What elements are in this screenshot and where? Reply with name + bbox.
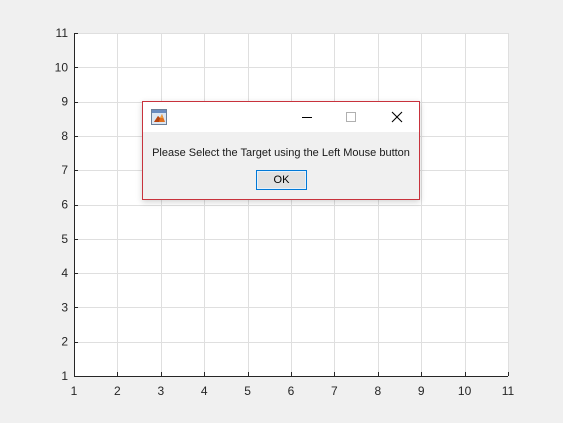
x-tick-label: 10: [458, 384, 472, 398]
x-tick-label: 6: [288, 384, 295, 398]
y-tick-label: 1: [61, 369, 68, 383]
x-axis-ticks: 1 2 3 4 5 6 7 8 9 10 11: [71, 372, 515, 398]
x-tick-label: 11: [502, 384, 515, 398]
close-icon: [391, 111, 403, 123]
maximize-icon: [346, 112, 356, 122]
ok-button[interactable]: OK: [256, 170, 307, 190]
x-tick-label: 4: [201, 384, 208, 398]
x-tick-label: 9: [418, 384, 425, 398]
matlab-app-icon: [151, 109, 167, 125]
x-tick-label: 5: [244, 384, 251, 398]
y-tick-label: 7: [61, 163, 68, 177]
dialog-title-bar[interactable]: [143, 102, 419, 132]
y-tick-label: 4: [61, 266, 68, 280]
y-tick-label: 11: [56, 26, 69, 40]
y-tick-label: 2: [61, 335, 68, 349]
minimize-icon: [302, 117, 312, 118]
x-tick-label: 3: [157, 384, 164, 398]
dialog-message: Please Select the Target using the Left …: [152, 147, 410, 159]
close-button[interactable]: [375, 102, 419, 132]
x-tick-label: 7: [331, 384, 338, 398]
x-tick-label: 2: [114, 384, 121, 398]
minimize-button[interactable]: [285, 102, 329, 132]
message-dialog: Please Select the Target using the Left …: [142, 101, 420, 200]
maximize-button[interactable]: [329, 102, 373, 132]
x-tick-label: 8: [374, 384, 381, 398]
grid-lines: [74, 33, 509, 377]
y-axis-ticks: 1 2 3 4 5 6 7 8 9 10 11: [55, 26, 78, 383]
y-tick-label: 9: [61, 95, 68, 109]
y-tick-label: 6: [61, 198, 68, 212]
x-tick-label: 1: [71, 384, 78, 398]
y-tick-label: 8: [61, 129, 68, 143]
y-tick-label: 3: [61, 300, 68, 314]
y-tick-label: 10: [55, 60, 69, 74]
axes-lines: [74, 33, 508, 377]
y-tick-label: 5: [61, 232, 68, 246]
